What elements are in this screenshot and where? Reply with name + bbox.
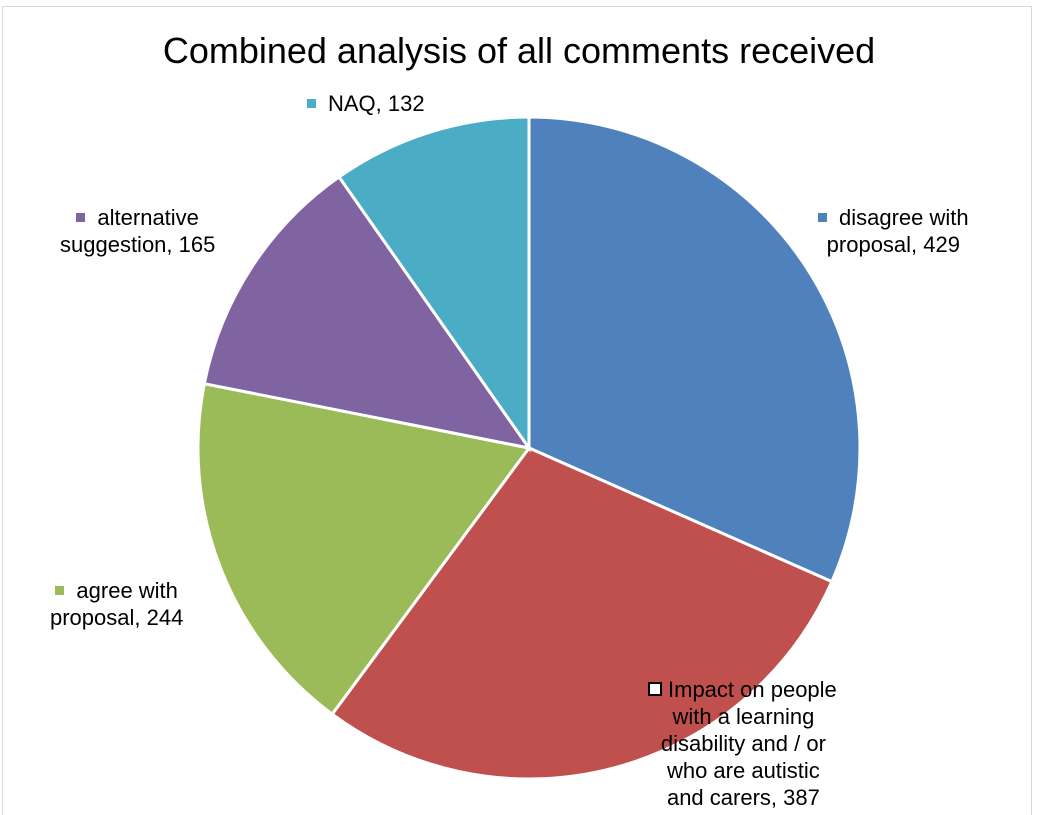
chart-title: Combined analysis of all comments receiv…: [162, 30, 876, 71]
impact-legend-marker: [648, 682, 662, 697]
label-alternative-line1: alternative: [97, 205, 199, 230]
label-impact-line1: Impact on people: [668, 677, 837, 702]
alternative-legend-marker: [76, 212, 86, 222]
disagree-legend-marker: [818, 212, 827, 222]
label-impact-line2: with a learning: [672, 704, 815, 729]
label-disagree: disagree with proposal, 429: [818, 204, 969, 258]
naq-legend-marker: [307, 98, 316, 108]
label-impact-line4: who are autistic: [666, 758, 820, 783]
label-alternative: alternative suggestion, 165: [60, 204, 215, 258]
label-agree-line1: agree with: [76, 578, 178, 603]
label-impact-line3: disability and / or: [660, 731, 826, 756]
pie-slice-naq: [336, 115, 531, 453]
label-agree-line2: proposal, 244: [50, 605, 184, 630]
pie-slice-disagree: [527, 115, 862, 584]
pie-slice-agree: [196, 381, 532, 717]
label-disagree-line1: disagree with: [839, 205, 969, 230]
label-alternative-line2: suggestion, 165: [60, 232, 216, 257]
label-impact: Impact on people with a learning disabil…: [648, 676, 837, 811]
label-impact-line5: and carers, 387: [666, 785, 820, 810]
label-naq: NAQ, 132: [307, 90, 425, 117]
label-disagree-line2: proposal, 429: [826, 232, 960, 257]
pie-slice-alternative: [202, 174, 533, 451]
label-naq-line1: NAQ, 132: [328, 91, 425, 116]
label-agree: agree with proposal, 244: [50, 577, 183, 631]
agree-legend-marker: [55, 585, 65, 595]
chart-area: [2, 6, 1032, 815]
pie-slice-impact: [330, 446, 834, 781]
